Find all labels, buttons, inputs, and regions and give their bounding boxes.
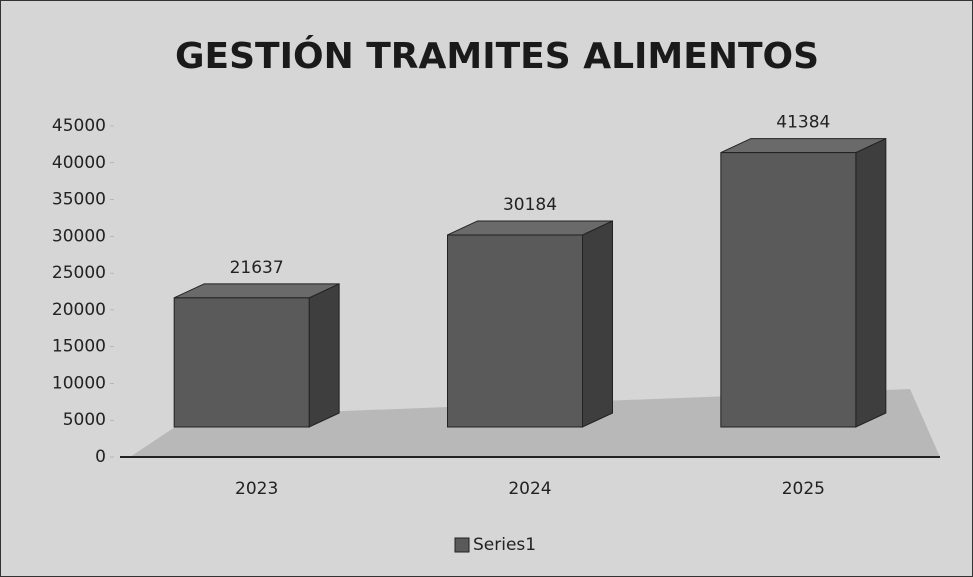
- y-tick-label: 25000: [52, 263, 106, 283]
- y-tick-label: 10000: [52, 373, 106, 393]
- x-tick-label: 2024: [508, 479, 551, 499]
- bar-side: [855, 137, 887, 428]
- bar-top: [447, 220, 613, 236]
- legend-swatch: [454, 537, 470, 553]
- y-tick-label: 15000: [52, 337, 106, 357]
- bar-side: [308, 283, 340, 428]
- y-tick-label: 30000: [52, 226, 106, 246]
- data-label: 41384: [776, 113, 830, 133]
- chart-title: GESTIÓN TRAMITES ALIMENTOS: [175, 35, 819, 77]
- y-tick-label: 0: [95, 447, 106, 467]
- bar-top: [173, 283, 340, 299]
- data-label: 30184: [503, 195, 557, 215]
- bar-front: [173, 297, 310, 428]
- bar: [720, 137, 887, 428]
- x-tick-label: 2025: [782, 479, 825, 499]
- bar-front: [720, 152, 857, 428]
- y-tick-label: 40000: [52, 153, 106, 173]
- y-tick-label: 20000: [52, 300, 106, 320]
- data-label: 21637: [230, 258, 284, 278]
- x-tick-label: 2023: [235, 479, 278, 499]
- y-tick-label: 45000: [52, 116, 106, 136]
- bar-front: [447, 234, 583, 428]
- bar: [173, 283, 340, 428]
- bar-side: [582, 220, 613, 428]
- y-tick-label: 35000: [52, 190, 106, 210]
- bar: [447, 220, 613, 428]
- legend-label: Series1: [473, 535, 536, 555]
- bar-top: [720, 138, 887, 154]
- y-tick-label: 5000: [63, 410, 106, 430]
